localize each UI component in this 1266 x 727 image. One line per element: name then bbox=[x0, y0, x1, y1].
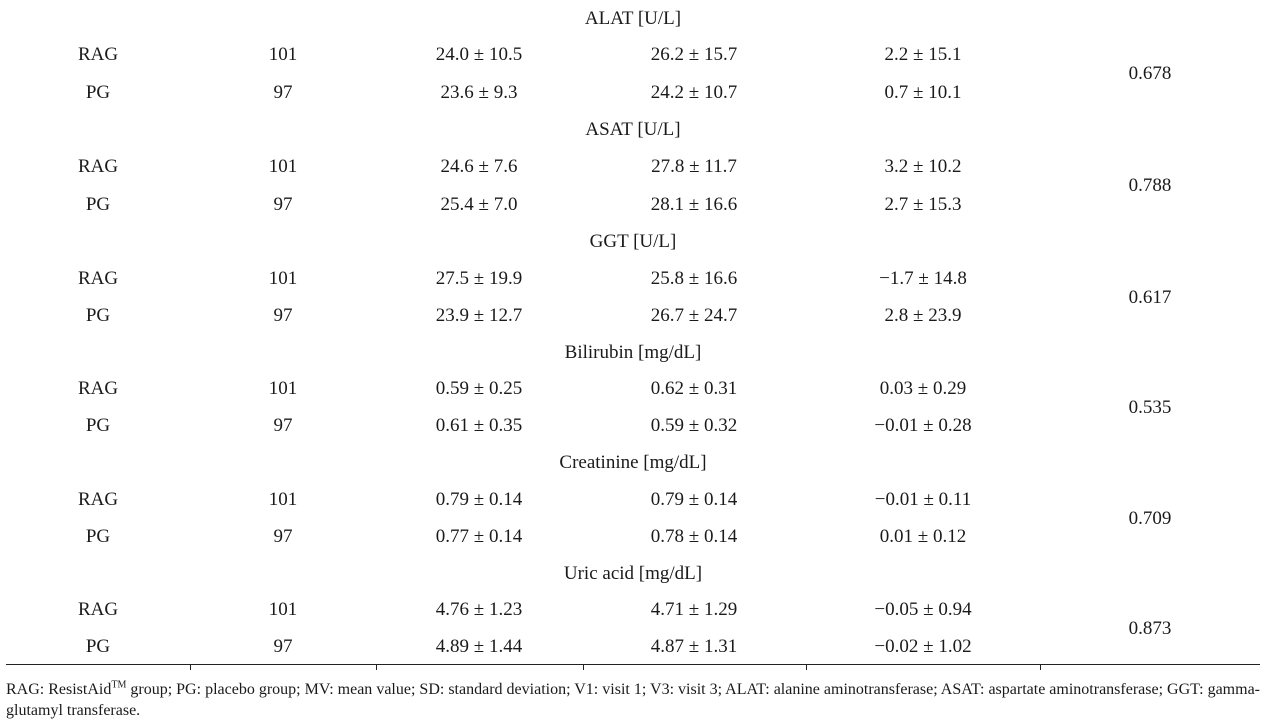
row-group: RAG bbox=[77, 44, 119, 65]
row-group: PG bbox=[85, 415, 111, 436]
row-v3: 24.2 ± 10.7 bbox=[650, 82, 738, 103]
row-n: 97 bbox=[273, 305, 293, 326]
row-v1: 4.89 ± 1.44 bbox=[435, 636, 523, 657]
row-v1: 24.0 ± 10.5 bbox=[435, 44, 523, 65]
p-value: 0.535 bbox=[1128, 397, 1172, 418]
row-group: RAG bbox=[77, 268, 119, 289]
row-v3: 26.2 ± 15.7 bbox=[650, 44, 738, 65]
row-n: 101 bbox=[268, 268, 298, 289]
column-divider-tick bbox=[376, 664, 377, 670]
p-value: 0.873 bbox=[1128, 618, 1172, 639]
row-n: 101 bbox=[268, 44, 298, 65]
row-n: 101 bbox=[268, 489, 298, 510]
row-v3: 4.71 ± 1.29 bbox=[650, 599, 738, 620]
table-bottom-rule bbox=[6, 664, 1260, 665]
row-v3: 0.62 ± 0.31 bbox=[650, 378, 738, 399]
footnote-part2: group; PG: placebo group; MV: mean value… bbox=[6, 681, 1261, 719]
row-diff: −0.01 ± 0.28 bbox=[874, 415, 972, 436]
row-n: 97 bbox=[273, 636, 293, 657]
trademark-superscript: TM bbox=[111, 679, 127, 691]
row-v3: 4.87 ± 1.31 bbox=[650, 636, 738, 657]
row-v1: 24.6 ± 7.6 bbox=[440, 156, 518, 177]
row-group: PG bbox=[85, 305, 111, 326]
row-diff: 0.7 ± 10.1 bbox=[884, 82, 962, 103]
column-divider-tick bbox=[583, 664, 584, 670]
row-v3: 0.59 ± 0.32 bbox=[650, 415, 738, 436]
row-diff: 0.03 ± 0.29 bbox=[879, 378, 967, 399]
row-group: PG bbox=[85, 526, 111, 547]
section-title-uric-acid: Uric acid [mg/dL] bbox=[563, 563, 703, 584]
row-v3: 0.79 ± 0.14 bbox=[650, 489, 738, 510]
row-group: RAG bbox=[77, 489, 119, 510]
row-v1: 0.79 ± 0.14 bbox=[435, 489, 523, 510]
row-group: PG bbox=[85, 194, 111, 215]
row-diff: 0.01 ± 0.12 bbox=[879, 526, 967, 547]
footnote-part1: RAG: ResistAid bbox=[6, 681, 112, 698]
row-v1: 4.76 ± 1.23 bbox=[435, 599, 523, 620]
table-footnote: RAG: ResistAidTM group; PG: placebo grou… bbox=[6, 679, 1260, 721]
p-value: 0.617 bbox=[1128, 287, 1172, 308]
row-v3: 26.7 ± 24.7 bbox=[650, 305, 738, 326]
row-diff: 2.7 ± 15.3 bbox=[884, 194, 962, 215]
section-title-alat: ALAT [U/L] bbox=[584, 8, 682, 29]
column-divider-tick bbox=[190, 664, 191, 670]
row-diff: −0.01 ± 0.11 bbox=[874, 489, 972, 510]
p-value: 0.678 bbox=[1128, 63, 1172, 84]
row-v3: 28.1 ± 16.6 bbox=[650, 194, 738, 215]
row-group: RAG bbox=[77, 599, 119, 620]
row-v3: 25.8 ± 16.6 bbox=[650, 268, 738, 289]
section-title-creatinine: Creatinine [mg/dL] bbox=[559, 452, 707, 473]
row-v3: 0.78 ± 0.14 bbox=[650, 526, 738, 547]
row-n: 101 bbox=[268, 156, 298, 177]
row-diff: −1.7 ± 14.8 bbox=[879, 268, 967, 289]
row-v1: 0.61 ± 0.35 bbox=[435, 415, 523, 436]
row-diff: −0.02 ± 1.02 bbox=[874, 636, 972, 657]
column-divider-tick bbox=[806, 664, 807, 670]
row-v1: 0.77 ± 0.14 bbox=[435, 526, 523, 547]
row-group: RAG bbox=[77, 156, 119, 177]
row-group: PG bbox=[85, 636, 111, 657]
row-v3: 27.8 ± 11.7 bbox=[651, 156, 737, 177]
row-n: 97 bbox=[273, 82, 293, 103]
row-v1: 23.6 ± 9.3 bbox=[440, 82, 518, 103]
row-n: 97 bbox=[273, 526, 293, 547]
row-diff: 3.2 ± 10.2 bbox=[884, 156, 962, 177]
row-n: 97 bbox=[273, 194, 293, 215]
p-value: 0.709 bbox=[1128, 508, 1172, 529]
row-v1: 25.4 ± 7.0 bbox=[440, 194, 518, 215]
row-v1: 0.59 ± 0.25 bbox=[435, 378, 523, 399]
section-title-bilirubin: Bilirubin [mg/dL] bbox=[564, 342, 702, 363]
p-value: 0.788 bbox=[1128, 175, 1172, 196]
row-n: 101 bbox=[268, 378, 298, 399]
row-v1: 27.5 ± 19.9 bbox=[435, 268, 523, 289]
row-group: PG bbox=[85, 82, 111, 103]
row-diff: −0.05 ± 0.94 bbox=[874, 599, 972, 620]
row-n: 97 bbox=[273, 415, 293, 436]
row-diff: 2.8 ± 23.9 bbox=[884, 305, 962, 326]
row-group: RAG bbox=[77, 378, 119, 399]
row-n: 101 bbox=[268, 599, 298, 620]
column-divider-tick bbox=[1040, 664, 1041, 670]
row-v1: 23.9 ± 12.7 bbox=[435, 305, 523, 326]
section-title-ggt: GGT [U/L] bbox=[589, 231, 677, 252]
row-diff: 2.2 ± 15.1 bbox=[884, 44, 962, 65]
section-title-asat: ASAT [U/L] bbox=[585, 119, 681, 140]
